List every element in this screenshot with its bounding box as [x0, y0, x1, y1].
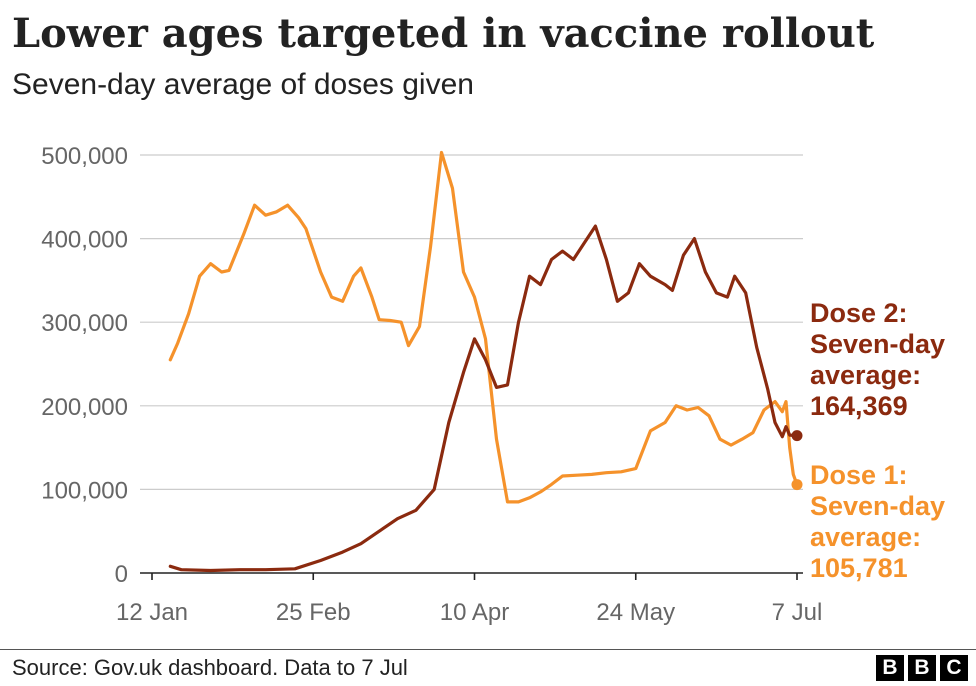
bbc-logo-letter-b1: B [876, 655, 904, 681]
footer-divider [0, 649, 976, 650]
x-tick-label: 10 Apr [440, 599, 509, 626]
bbc-logo-letter-c: C [940, 655, 968, 681]
y-tick-label: 300,000 [41, 310, 128, 337]
y-axis-labels: 0 100,000 200,000 300,000 400,000 500,000 [41, 143, 128, 588]
chart-subtitle: Seven-day average of doses given [12, 68, 474, 101]
end-label-dose-1: Dose 1: Seven-day average: 105,781 [810, 460, 945, 583]
chart-title: Lower ages targeted in vaccine rollout [12, 10, 875, 57]
source-note: Source: Gov.uk dashboard. Data to 7 Jul [12, 655, 408, 680]
end-label-dose-2: Dose 2: Seven-day average: 164,369 [810, 298, 945, 421]
x-tick-label: 7 Jul [772, 599, 823, 626]
series-line-dose-2 [168, 224, 799, 573]
y-tick-label: 400,000 [41, 227, 128, 254]
bbc-logo: B B C [876, 655, 968, 681]
series-line-dose-1 [168, 150, 799, 504]
y-tick-label: 500,000 [41, 143, 128, 170]
end-marker-dose-2 [791, 430, 803, 442]
grid-lines [140, 154, 803, 490]
bbc-logo-letter-b2: B [908, 655, 936, 681]
y-tick-label: 100,000 [41, 477, 128, 504]
series-end-labels: Dose 1: Seven-day average: 105,781 Dose 2: Se… [810, 298, 945, 583]
line-chart: 0 100,000 200,000 300,000 400,000 500,000 12 … [41, 143, 945, 626]
x-tick-label: 24 May [596, 599, 675, 626]
end-marker-dose-1 [791, 479, 803, 491]
series-lines [168, 150, 803, 573]
y-tick-label: 0 [115, 561, 128, 588]
y-tick-label: 200,000 [41, 394, 128, 421]
x-tick-label: 12 Jan [116, 599, 188, 626]
x-tick-label: 25 Feb [276, 599, 351, 626]
x-axis: 12 Jan 25 Feb 10 Apr 24 May 7 Jul [116, 572, 823, 626]
